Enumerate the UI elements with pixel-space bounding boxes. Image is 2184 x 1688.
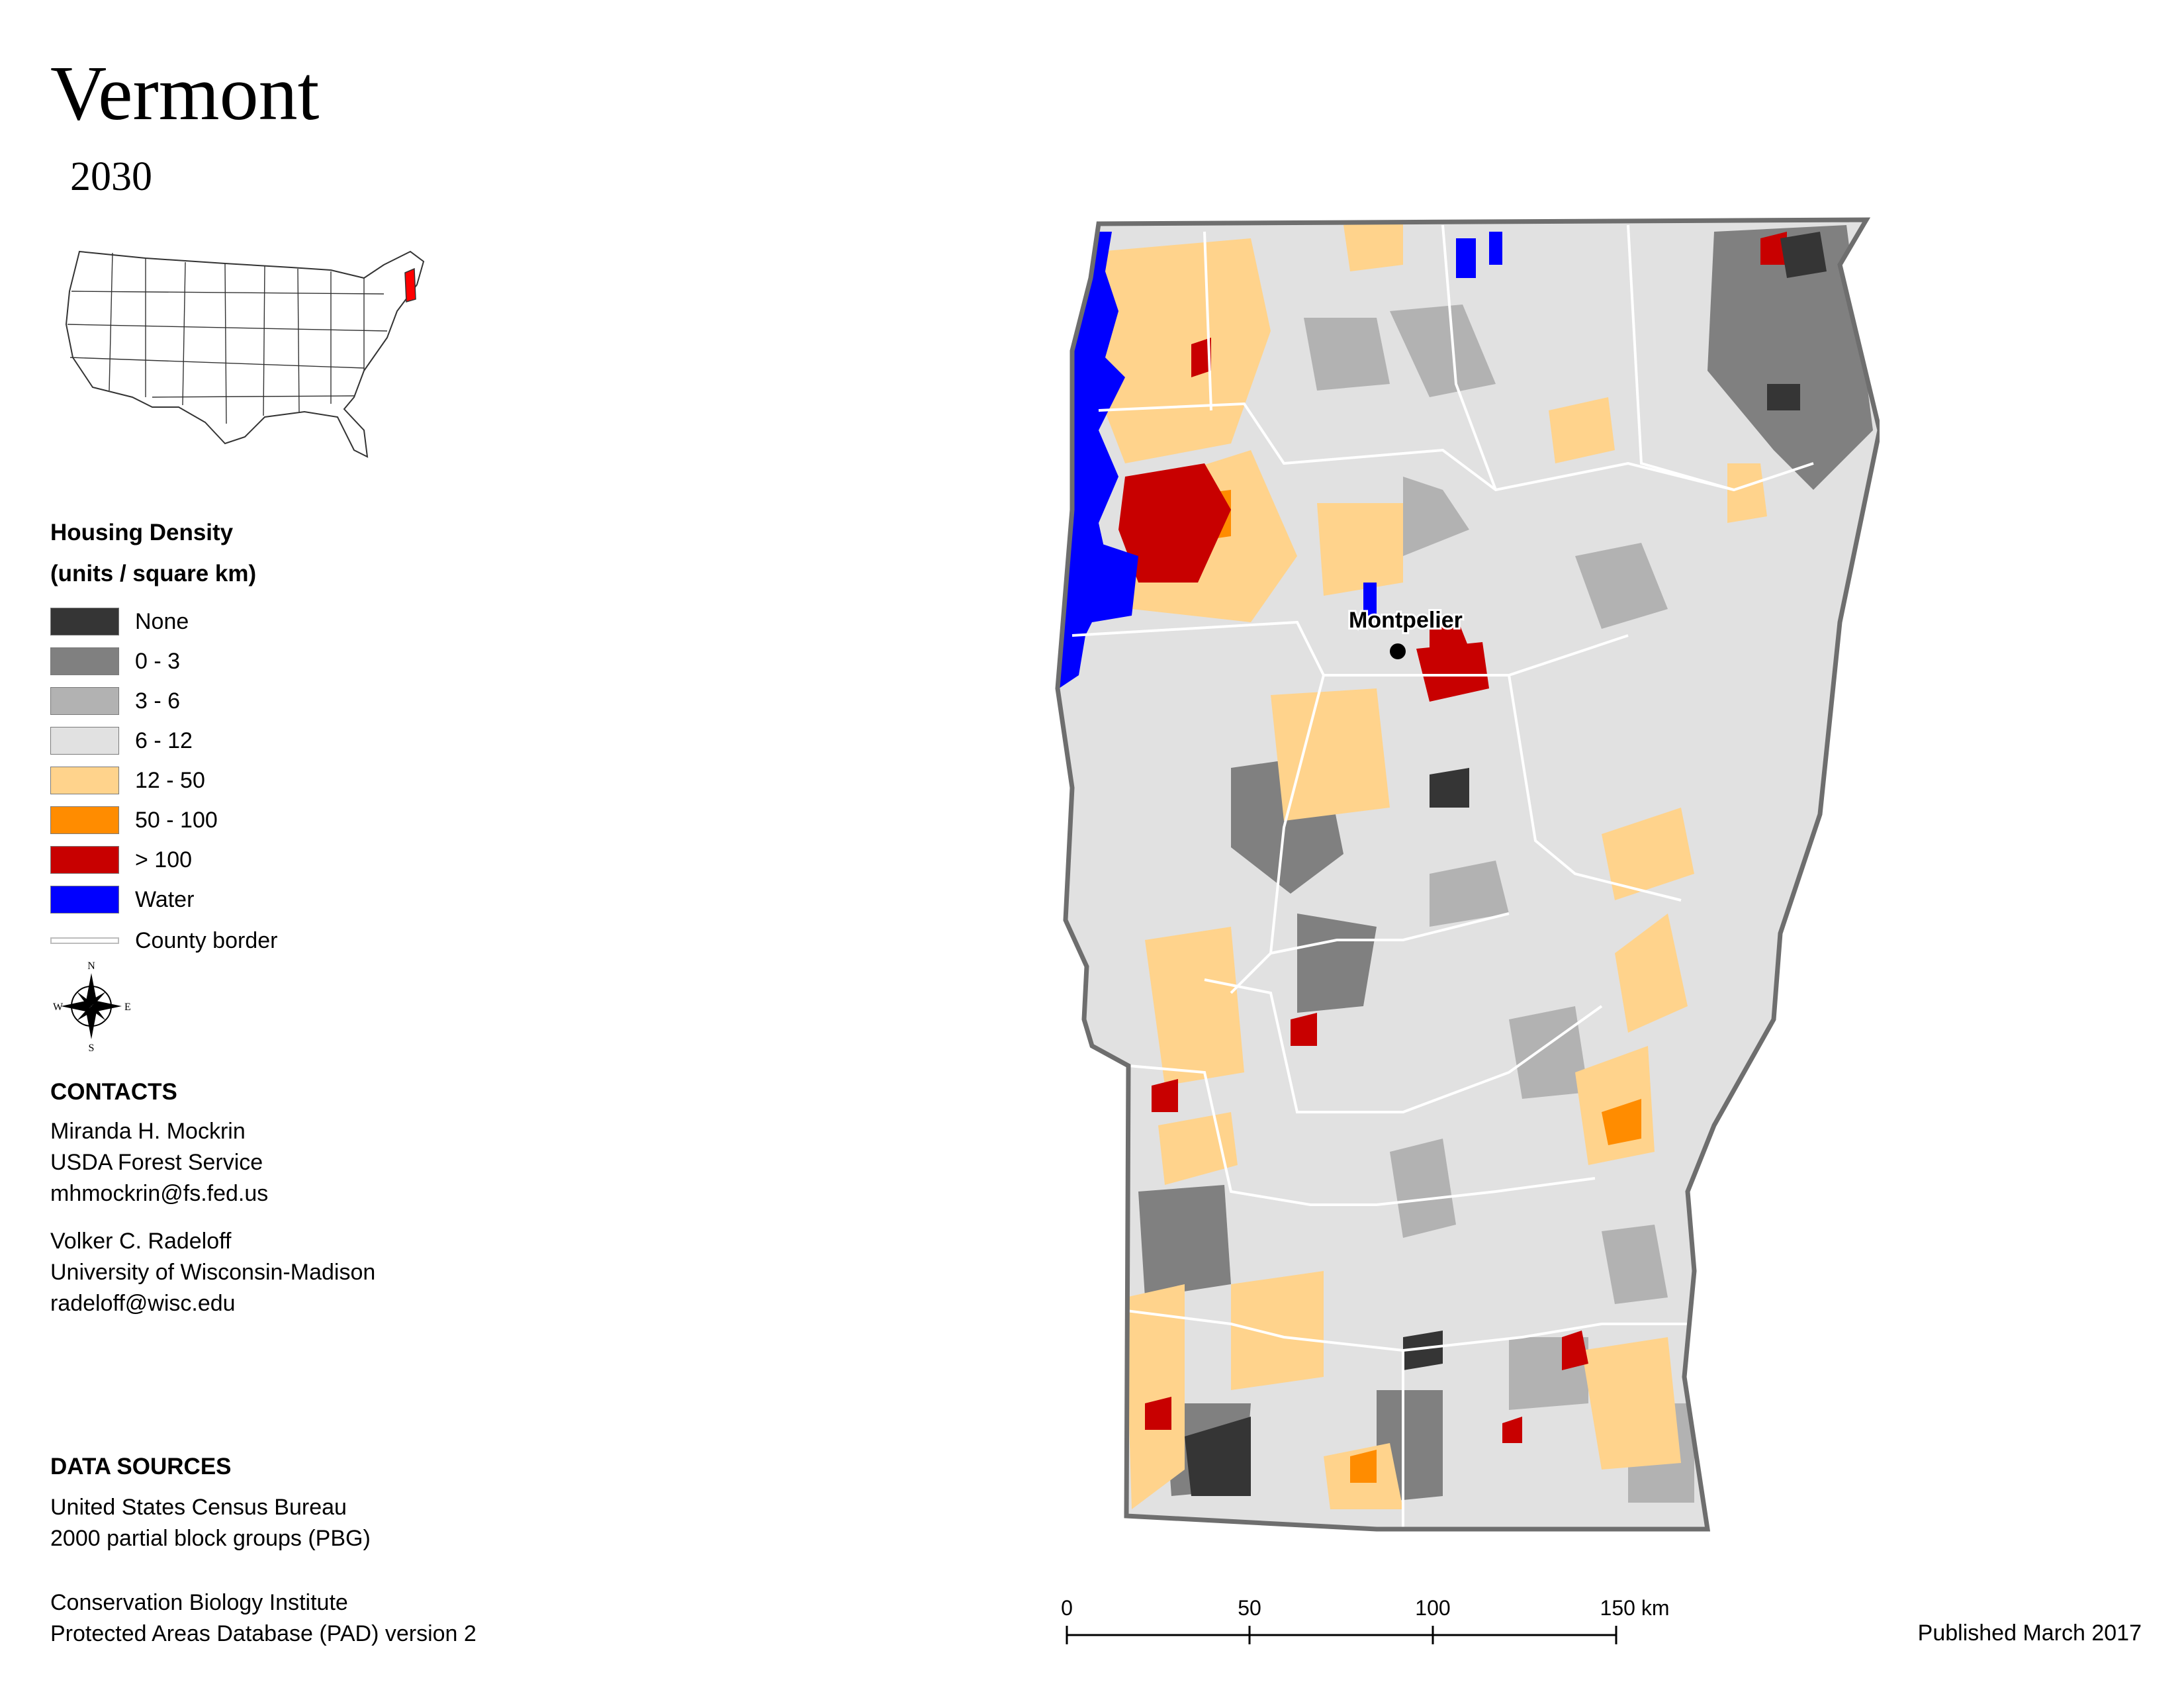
legend-label: 3 - 6 [135, 688, 181, 714]
legend-swatch-county-border [50, 937, 119, 944]
scale-tick-label: 50 [1238, 1596, 1261, 1620]
compass-n: N [87, 961, 95, 972]
scale-tick-label: 100 [1415, 1596, 1450, 1620]
compass-e: E [124, 1002, 131, 1013]
data-source-block: Conservation Biology Institute Protected… [50, 1587, 477, 1650]
data-source-block: United States Census Bureau 2000 partial… [50, 1492, 371, 1554]
us-outline [65, 250, 425, 458]
compass-rose-icon: N S W E [53, 961, 131, 1053]
legend-swatch-6-12 [50, 727, 119, 755]
contact-name: Volker C. Radeloff [50, 1229, 232, 1254]
legend-label: 50 - 100 [135, 808, 218, 833]
legend-label: > 100 [135, 847, 193, 872]
scale-tick-label: 0 [1061, 1596, 1073, 1620]
legend-swatch-12-50 [50, 767, 119, 794]
legend-label: 0 - 3 [135, 649, 181, 674]
contacts-heading: CONTACTS [50, 1079, 177, 1105]
legend-swatch-3-6 [50, 687, 119, 715]
us-locator-map [65, 250, 425, 458]
contact-email: mhmockrin@fs.fed.us [50, 1181, 269, 1206]
compass-s: S [89, 1043, 95, 1053]
legend-label: Water [135, 887, 195, 912]
publication-date: Published March 2017 [1917, 1620, 2142, 1646]
scale-tick-label: 150 km [1600, 1596, 1670, 1620]
contact-org: University of Wisconsin-Madison [50, 1260, 376, 1285]
contact-name: Miranda H. Mockrin [50, 1119, 246, 1144]
legend-swatch-50-100 [50, 806, 119, 834]
vermont-highlight [404, 267, 416, 303]
contact-org: USDA Forest Service [50, 1150, 263, 1175]
vermont-state-border [1055, 217, 1880, 1532]
legend-swatch-100-plus [50, 846, 119, 874]
contact-card: Miranda H. Mockrin USDA Forest Service m… [50, 1116, 268, 1209]
montpelier-marker [1390, 643, 1406, 659]
map-title: Vermont [50, 50, 320, 136]
data-source-line: 2000 partial block groups (PBG) [50, 1526, 371, 1551]
legend-title: Housing Density [50, 520, 234, 545]
legend-label: 12 - 50 [135, 768, 205, 793]
legend-swatch-0-3 [50, 647, 119, 675]
legend-label: 6 - 12 [135, 728, 193, 753]
vermont-housing-density-map: Montpelier [1055, 217, 1880, 1532]
data-source-line: Conservation Biology Institute [50, 1590, 348, 1615]
data-sources-heading: DATA SOURCES [50, 1454, 232, 1479]
legend-swatch-water [50, 886, 119, 914]
data-source-line: Protected Areas Database (PAD) version 2 [50, 1621, 477, 1646]
contact-email: radeloff@wisc.edu [50, 1291, 236, 1316]
legend-swatch-none [50, 608, 119, 635]
legend-label: None [135, 609, 189, 634]
legend-units: (units / square km) [50, 561, 257, 586]
scale-bar: 0 50 100 150 km [1061, 1596, 1670, 1644]
city-label-montpelier: Montpelier [1349, 608, 1463, 633]
data-source-line: United States Census Bureau [50, 1495, 347, 1520]
map-subtitle: 2030 [70, 154, 152, 199]
legend-label: County border [135, 928, 278, 953]
contact-card: Volker C. Radeloff University of Wiscons… [50, 1226, 375, 1319]
compass-w: W [53, 1002, 64, 1013]
